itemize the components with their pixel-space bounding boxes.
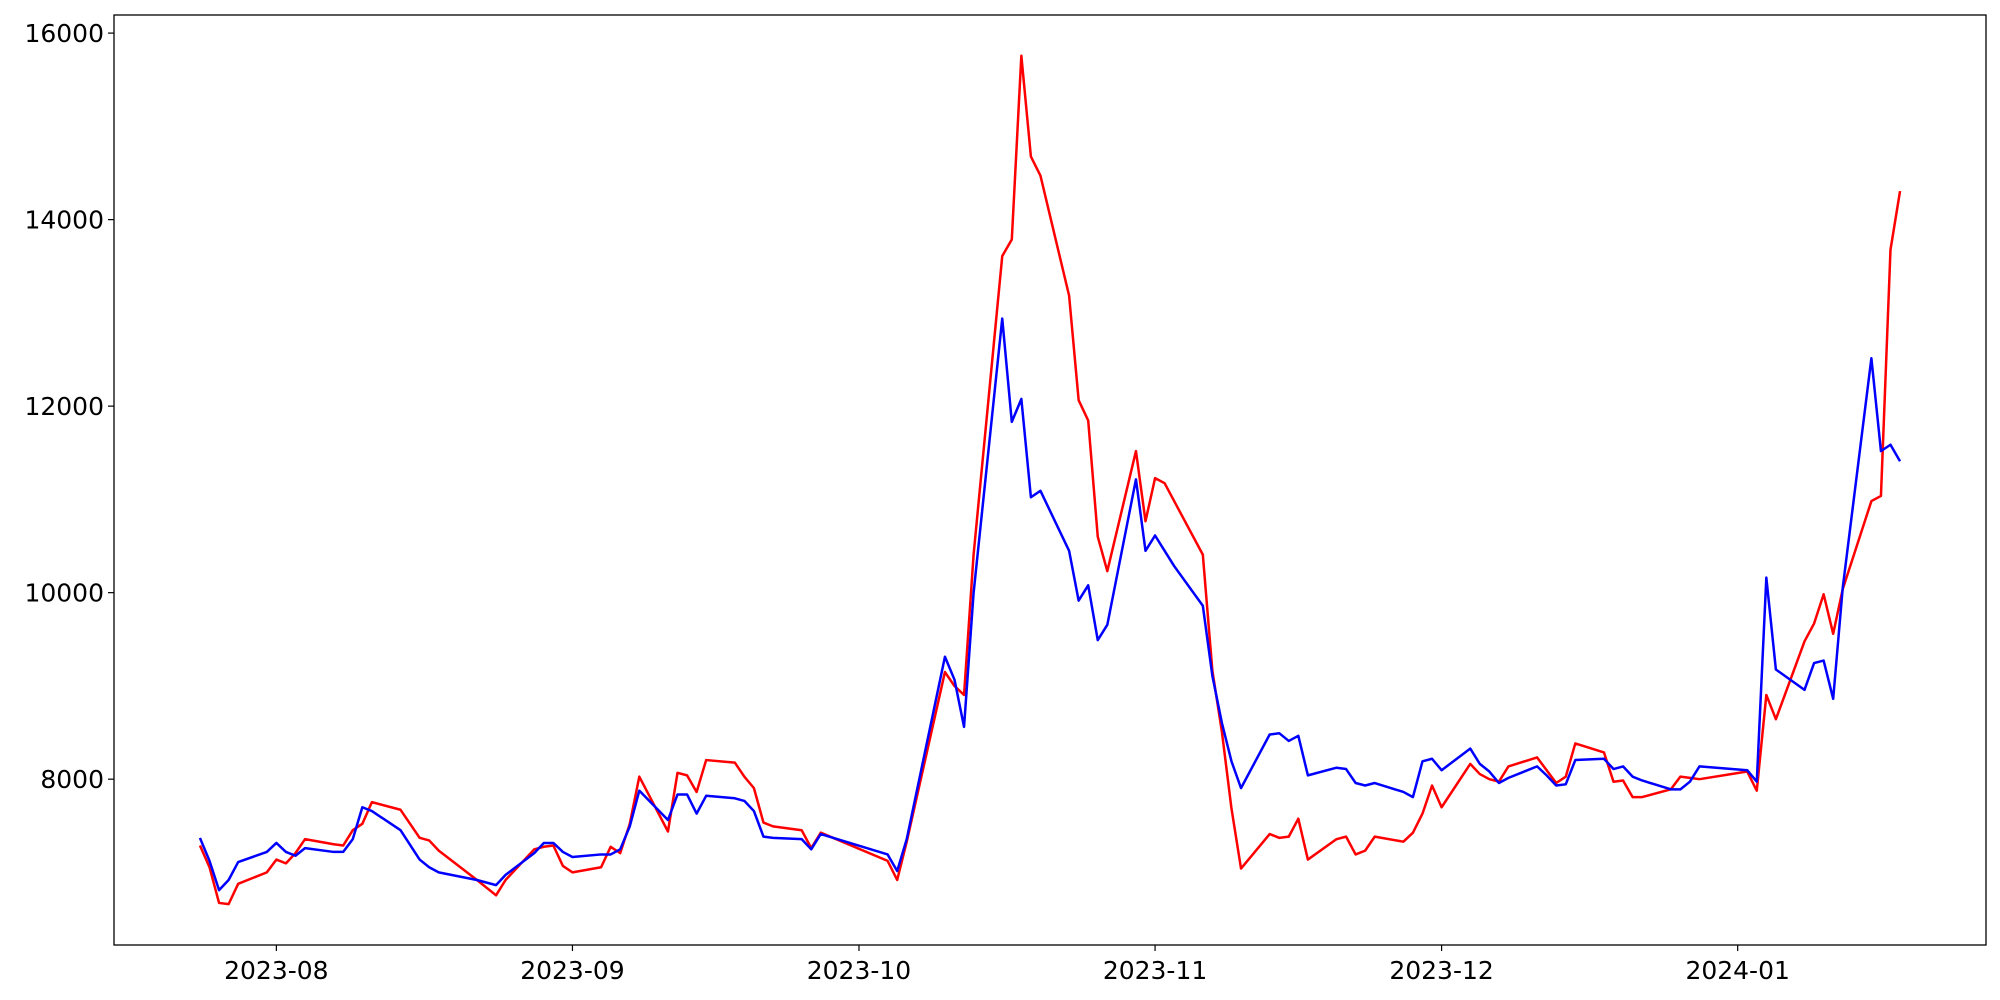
x-tick-label: 2023-11 <box>1103 956 1207 985</box>
x-tick-label: 2023-10 <box>807 956 911 985</box>
x-tick-label: 2023-09 <box>520 956 624 985</box>
plot-frame <box>113 14 1987 946</box>
x-tick-label: 2023-08 <box>224 956 328 985</box>
y-tick-label: 8000 <box>40 765 104 794</box>
y-tick-label: 10000 <box>24 579 104 608</box>
series-line <box>198 54 1902 906</box>
x-tick-label: 2023-12 <box>1389 956 1493 985</box>
y-tick-label: 16000 <box>24 19 104 48</box>
x-tick-label: 2024-01 <box>1685 956 1789 985</box>
y-tick-label: 14000 <box>24 206 104 235</box>
series-line <box>198 317 1902 892</box>
y-tick-label: 12000 <box>24 392 104 421</box>
